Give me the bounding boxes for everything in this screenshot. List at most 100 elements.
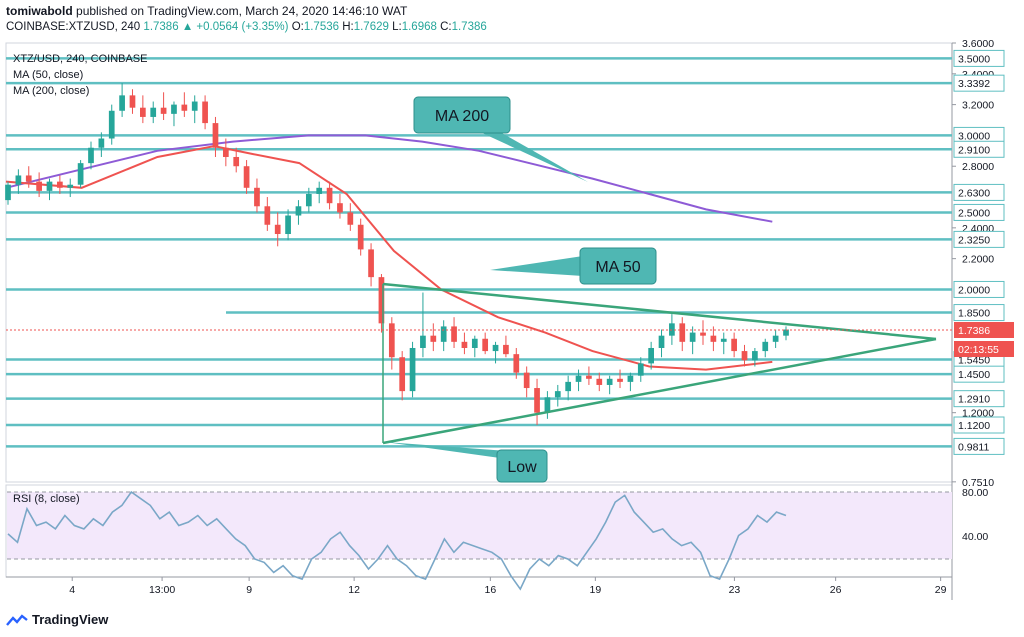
high-value: 1.7629 <box>353 21 389 33</box>
level-badge-label: 0.9811 <box>958 441 989 453</box>
level-badge-label: 2.9100 <box>958 144 990 156</box>
rsi-band <box>7 492 952 559</box>
callout-low-pointer <box>385 442 520 458</box>
last-price: 1.7386 <box>143 21 179 33</box>
callout-ma200: MA 200 <box>413 96 588 182</box>
ma50-line <box>5 145 773 371</box>
level-badge <box>953 74 1005 92</box>
symbol-name: COINBASE:XTZUSD, 240 <box>6 21 141 33</box>
candle-body <box>181 104 188 111</box>
price-tick-label: 3.6000 <box>962 38 994 50</box>
callout-low: Low <box>385 442 548 483</box>
high-label: H: <box>342 21 354 33</box>
candle-body <box>658 335 665 348</box>
candle-body <box>617 378 623 382</box>
level-badge-label: 1.5450 <box>958 355 990 367</box>
level-badge-label: 1.1200 <box>958 420 990 432</box>
candle-body <box>160 107 167 114</box>
time-tick-label: 19 <box>590 584 602 596</box>
candle-body <box>347 212 354 225</box>
candle-body <box>710 335 717 342</box>
time-axis-labels: 4 13:00 9 12 16 19 23 26 29 <box>69 577 947 596</box>
candle-body <box>420 335 426 348</box>
legend-title: XTZ/USD, 240, COINBASE <box>13 53 147 65</box>
level-badge <box>953 365 1005 383</box>
candle-body <box>544 397 551 413</box>
candle-body <box>46 181 53 191</box>
candle-body <box>305 193 312 207</box>
close-value: 1.7386 <box>451 21 487 33</box>
candle-body <box>720 338 727 342</box>
candle-body <box>295 206 302 216</box>
candle-body <box>67 184 74 188</box>
candle-body <box>752 351 758 361</box>
price-tick-label: 2.8000 <box>962 161 994 173</box>
candle-body <box>202 101 208 124</box>
candle-body <box>378 277 385 324</box>
candle-body <box>243 166 250 188</box>
level-badge <box>953 416 1005 434</box>
candle-body <box>36 181 42 191</box>
publish-line: tomiwabold published on TradingView.com,… <box>6 3 487 19</box>
candle-body <box>326 187 333 204</box>
level-badge-label: 1.8500 <box>958 308 990 320</box>
candle-body <box>461 341 468 348</box>
lower-trendline <box>382 337 937 445</box>
low-value: 1.6968 <box>401 21 437 33</box>
candle-body <box>337 203 343 213</box>
time-tick-label: 9 <box>246 584 252 596</box>
candle-body <box>575 375 582 382</box>
candle-body <box>471 338 478 348</box>
tradingview-logo-icon <box>6 613 28 626</box>
candle-body <box>129 95 136 108</box>
candle-body <box>523 372 530 389</box>
footer-brand-name[interactable]: TradingView <box>32 612 109 627</box>
level-badge <box>953 437 1005 455</box>
last-price-badge <box>954 322 1014 338</box>
candle-body <box>772 335 779 342</box>
level-badge <box>953 183 1005 201</box>
rsi-line <box>7 490 787 591</box>
time-tick-label: 12 <box>348 584 360 596</box>
candle-body <box>513 354 520 373</box>
level-badge <box>953 280 1005 298</box>
rsi-lower-label: 40.00 <box>962 531 988 543</box>
footer-brand: TradingView <box>6 612 108 627</box>
symbol-line: COINBASE:XTZUSD, 240 1.7386 ▲ +0.0564 (+… <box>6 19 487 35</box>
level-badge-label: 2.3250 <box>958 234 990 246</box>
candle-body <box>368 249 374 278</box>
candle-body <box>191 101 198 111</box>
author-name[interactable]: tomiwabold <box>6 4 73 18</box>
level-badge <box>953 304 1005 322</box>
level-badge-label: 2.5000 <box>958 207 990 219</box>
level-badge-label: 3.3392 <box>958 78 990 90</box>
callout-low-box <box>496 449 548 483</box>
price-change: +0.0564 (+3.35%) <box>196 21 289 33</box>
candle-body <box>492 344 499 352</box>
price-tick-label: 0.7510 <box>962 477 994 489</box>
time-tick-label: 4 <box>69 584 75 596</box>
level-badge-label: 2.0000 <box>958 284 990 296</box>
level-badges: 3.5000 3.3392 3.0000 2.9100 2.6300 2.5000 2.32… <box>953 49 1005 455</box>
callout-ma50-pointer <box>490 256 583 276</box>
candle-body <box>762 341 769 352</box>
level-badge <box>953 230 1005 248</box>
candle-body <box>399 357 406 392</box>
candle-body <box>451 326 457 342</box>
level-badge-label: 3.0000 <box>958 130 990 142</box>
time-tick-label: 13:00 <box>149 584 175 596</box>
chart-header: tomiwabold published on TradingView.com,… <box>6 3 487 35</box>
candle-body <box>700 332 706 336</box>
candle-body <box>88 147 94 164</box>
legend-ma200[interactable]: MA (200, close) <box>13 85 89 97</box>
level-badge <box>953 203 1005 221</box>
legend-ma50[interactable]: MA (50, close) <box>13 69 83 81</box>
price-tick-label: 3.2000 <box>962 100 994 112</box>
publish-info: published on TradingView.com, March 24, … <box>76 4 408 18</box>
level-badge-label: 2.6300 <box>958 187 990 199</box>
candle-body <box>409 347 416 392</box>
candle-body <box>25 175 32 182</box>
level-badge-label: 1.2910 <box>958 394 990 406</box>
candle-body <box>731 338 737 352</box>
